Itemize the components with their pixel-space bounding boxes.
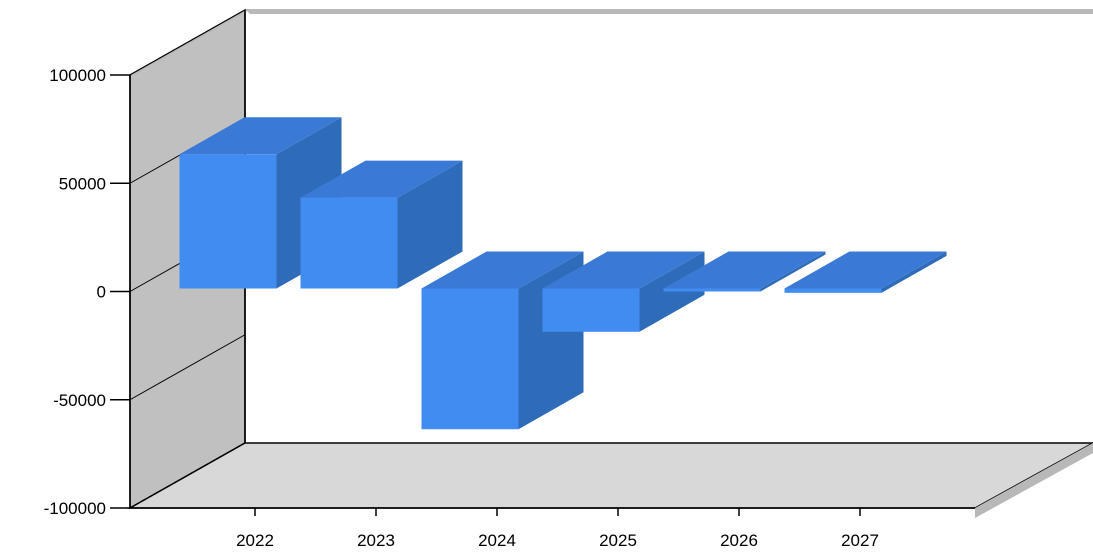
bar-2025 xyxy=(542,288,640,332)
x-tick-label-0: 2022 xyxy=(236,531,274,550)
y-tick-depth-3 xyxy=(129,334,246,401)
bar-2022 xyxy=(179,154,277,289)
y-tick-label-3: -50000 xyxy=(53,391,106,410)
y-tick-depth-4 xyxy=(129,442,246,509)
chart-bars xyxy=(179,117,947,430)
x-tick-label-3: 2025 xyxy=(599,531,637,550)
x-tick-label-4: 2026 xyxy=(720,531,758,550)
floor-edge-shadow xyxy=(975,443,1093,518)
bar-2024 xyxy=(421,288,519,430)
bar-top-0 xyxy=(179,117,342,155)
bar-2027 xyxy=(784,288,882,293)
bar-top-4 xyxy=(663,251,826,289)
floor xyxy=(127,442,1093,509)
bar-top-2 xyxy=(421,251,584,289)
bar-top-3 xyxy=(542,251,705,289)
y-tick-label-1: 50000 xyxy=(59,174,106,193)
y-tick-label-2: 0 xyxy=(97,283,106,302)
bar-2026 xyxy=(663,288,761,292)
y-tick-label-4: -100000 xyxy=(44,499,106,518)
bar-side-4 xyxy=(760,251,826,292)
bar-top-5 xyxy=(784,251,947,289)
back-wall-top-shadow xyxy=(245,9,1093,14)
y-axis-labels: 100000 50000 0 -50000 -100000 xyxy=(44,66,106,518)
y-tick-label-0: 100000 xyxy=(49,66,106,85)
x-tick-label-1: 2023 xyxy=(357,531,395,550)
x-tick-label-2: 2024 xyxy=(478,531,516,550)
bar-top-1 xyxy=(300,160,463,198)
bar-side-3 xyxy=(639,251,705,332)
y-tick-depth-0 xyxy=(129,9,246,76)
bar-side-5 xyxy=(881,251,947,293)
x-axis-labels: 2022 2023 2024 2025 2026 2027 xyxy=(236,531,879,550)
x-tick-label-5: 2027 xyxy=(841,531,879,550)
bar-side-1 xyxy=(397,160,463,289)
bar-2023 xyxy=(300,197,398,289)
